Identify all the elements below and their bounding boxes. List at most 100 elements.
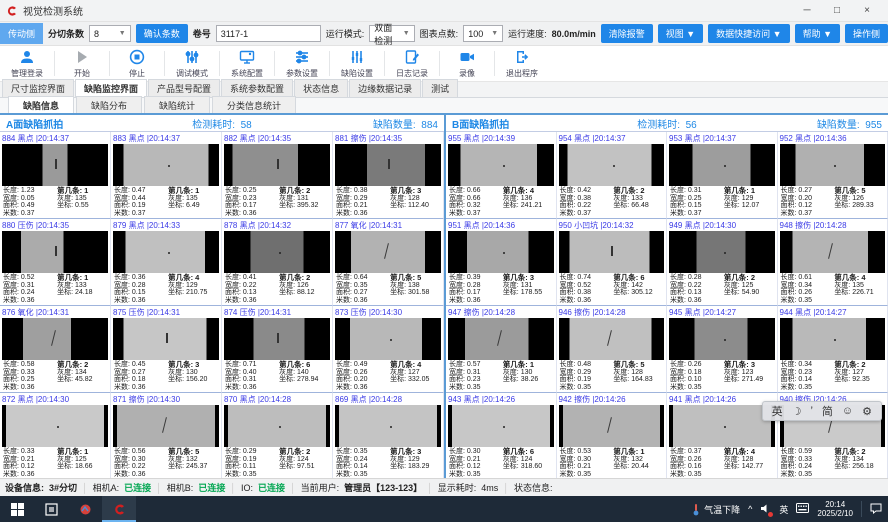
divider bbox=[494, 51, 495, 76]
defect-cell[interactable]: 946 擦伤 |20:14:28 长度: 0.48 宽度: 0.29 面积: 0… bbox=[556, 306, 667, 393]
tool-sliders-h-button[interactable]: 参数设置 bbox=[277, 47, 327, 80]
operate-side-button[interactable]: 操作侧 bbox=[844, 24, 888, 43]
tool-journal-button[interactable]: 日志记录 bbox=[387, 47, 437, 80]
tool-tune-button[interactable]: 调试模式 bbox=[167, 47, 217, 80]
defect-cell[interactable]: 949 黑点 |20:14:30 长度: 0.28 宽度: 0.22 面积: 0… bbox=[667, 219, 778, 306]
defect-cell[interactable]: 953 黑点 |20:14:37 长度: 0.31 宽度: 0.25 面积: 0… bbox=[667, 132, 778, 219]
tray-expand-caret[interactable]: ^ bbox=[748, 504, 753, 514]
defect-cell[interactable]: 944 黑点 |20:14:27 长度: 0.34 宽度: 0.23 面积: 0… bbox=[777, 306, 888, 393]
ime-punct-icon[interactable]: ’ bbox=[810, 405, 813, 417]
touch-keyboard-icon[interactable] bbox=[796, 503, 810, 515]
view-menu-button[interactable]: 视图 ▼ bbox=[657, 24, 704, 43]
defect-cell[interactable]: 883 黑点 |20:14:37 长度: 0.47 宽度: 0.44 面积: 0… bbox=[111, 132, 222, 219]
running-app-icon[interactable] bbox=[102, 496, 136, 522]
defect-type: 擦伤 bbox=[128, 395, 145, 404]
defect-cell[interactable]: 947 擦伤 |20:14:28 长度: 0.57 宽度: 0.31 面积: 0… bbox=[446, 306, 557, 393]
defect-cell[interactable]: 881 擦伤 |20:14:35 长度: 0.38 宽度: 0.29 面积: 0… bbox=[333, 132, 444, 219]
defect-cell[interactable]: 870 黑点 |20:14:28 长度: 0.29 宽度: 0.19 面积: 0… bbox=[222, 393, 333, 478]
sub-tab-1[interactable]: 缺陷分布 bbox=[76, 96, 143, 113]
defect-cell[interactable]: 878 黑点 |20:14:32 长度: 0.41 宽度: 0.22 面积: 0… bbox=[222, 219, 333, 306]
notification-center-icon[interactable] bbox=[870, 502, 882, 516]
defect-time: |20:14:37 bbox=[592, 134, 626, 143]
tool-user-button[interactable]: 管理登录 bbox=[2, 47, 52, 80]
run-mode-select[interactable]: 双面检测 ▼ bbox=[369, 23, 415, 46]
defect-cell[interactable]: 874 压伤 |20:14:31 长度: 0.71 宽度: 0.40 面积: 0… bbox=[222, 306, 333, 393]
defect-mark bbox=[279, 426, 282, 428]
tool-exit-button[interactable]: 退出程序 bbox=[497, 47, 547, 80]
ime-simplified-toggle[interactable]: 简 bbox=[821, 406, 833, 418]
ime-lang-toggle[interactable]: 英 bbox=[771, 406, 783, 418]
defect-thumbnail bbox=[669, 405, 775, 447]
defect-id: 942 bbox=[558, 395, 572, 404]
defect-id: 870 bbox=[224, 395, 238, 404]
ime-indicator[interactable]: 英 bbox=[779, 504, 789, 515]
monitor-icon bbox=[239, 49, 255, 67]
close-button[interactable]: × bbox=[864, 5, 870, 16]
tool-monitor-button[interactable]: 系统配置 bbox=[222, 47, 272, 80]
defect-type: 黑点 bbox=[239, 134, 256, 143]
defect-cell[interactable]: 952 黑点 |20:14:36 长度: 0.27 宽度: 0.20 面积: 0… bbox=[777, 132, 888, 219]
defect-cell[interactable]: 955 黑点 |20:14:39 长度: 0.66 宽度: 0.66 面积: 0… bbox=[446, 132, 557, 219]
tool-sliders-v-button[interactable]: 缺陷设置 bbox=[332, 47, 382, 80]
ime-moon-icon[interactable]: ☽ bbox=[791, 405, 802, 418]
tool-play-button[interactable]: 开始 bbox=[57, 47, 107, 80]
defect-cell[interactable]: 948 擦伤 |20:14:28 长度: 0.61 宽度: 0.34 面积: 0… bbox=[777, 219, 888, 306]
help-menu-button[interactable]: 帮助 ▼ bbox=[794, 24, 840, 43]
volume-icon[interactable] bbox=[760, 503, 774, 517]
defect-type: 擦伤 bbox=[463, 308, 480, 317]
main-tab-4[interactable]: 状态信息 bbox=[294, 79, 349, 97]
start-button[interactable] bbox=[0, 496, 34, 522]
defect-cell[interactable]: 871 擦伤 |20:14:30 长度: 0.56 宽度: 0.30 面积: 0… bbox=[111, 393, 222, 478]
main-tab-2[interactable]: 产品型号配置 bbox=[148, 79, 221, 97]
defect-cell[interactable]: 879 黑点 |20:14:33 长度: 0.36 宽度: 0.28 面积: 0… bbox=[111, 219, 222, 306]
clear-alarm-button[interactable]: 清除报警 bbox=[600, 24, 653, 43]
main-tab-3[interactable]: 系统参数配置 bbox=[221, 79, 294, 97]
chart-points-select[interactable]: 100 ▼ bbox=[463, 25, 504, 42]
drive-side-button[interactable]: 传动侧 bbox=[0, 23, 44, 44]
defect-cell[interactable]: 876 氧化 |20:14:31 长度: 0.58 宽度: 0.33 面积: 0… bbox=[0, 306, 111, 393]
tool-camera-button[interactable]: 录像 bbox=[442, 47, 492, 80]
data-quick-access-button[interactable]: 数据快捷访问 ▼ bbox=[708, 24, 790, 43]
tool-stop-button[interactable]: 停止 bbox=[112, 47, 162, 80]
defect-cell[interactable]: 869 黑点 |20:14:28 长度: 0.35 宽度: 0.24 面积: 0… bbox=[333, 393, 444, 478]
defect-cell[interactable]: 882 黑点 |20:14:35 长度: 0.25 宽度: 0.23 面积: 0… bbox=[222, 132, 333, 219]
minimize-button[interactable]: ─ bbox=[803, 5, 811, 16]
windows-taskbar: 气温下降 ^ 英 20:14 2025/2/10 bbox=[0, 496, 888, 522]
defect-cell[interactable]: 945 黑点 |20:14:27 长度: 0.26 宽度: 0.18 面积: 0… bbox=[667, 306, 778, 393]
defect-cell[interactable]: 875 压伤 |20:14:31 长度: 0.45 宽度: 0.27 面积: 0… bbox=[111, 306, 222, 393]
pinned-app-icon[interactable] bbox=[68, 496, 102, 522]
defect-cell[interactable]: 954 黑点 |20:14:37 长度: 0.42 宽度: 0.38 面积: 0… bbox=[556, 132, 667, 219]
divider bbox=[439, 51, 440, 76]
defect-cell[interactable]: 942 擦伤 |20:14:26 长度: 0.53 宽度: 0.30 面积: 0… bbox=[556, 393, 667, 478]
task-view-button[interactable] bbox=[34, 496, 68, 522]
ime-emoji-icon[interactable]: ☺ bbox=[841, 405, 854, 417]
defect-cell[interactable]: 950 小凹坑 |20:14:32 长度: 0.74 宽度: 0.52 面积: … bbox=[556, 219, 667, 306]
ime-language-bar[interactable]: 英 ☽ ’ 简 ☺ ⚙ bbox=[761, 401, 882, 421]
confirm-count-button[interactable]: 确认条数 bbox=[135, 24, 188, 43]
sub-tab-3[interactable]: 分类信息统计 bbox=[212, 96, 297, 113]
defect-cell[interactable]: 880 压伤 |20:14:35 长度: 0.52 宽度: 0.31 面积: 0… bbox=[0, 219, 111, 306]
sub-tab-2[interactable]: 缺陷统计 bbox=[144, 96, 211, 113]
weather-widget[interactable]: 气温下降 bbox=[692, 503, 740, 516]
ime-settings-gear-icon[interactable]: ⚙ bbox=[862, 405, 872, 418]
defect-cell[interactable]: 872 黑点 |20:14:30 长度: 0.33 宽度: 0.21 面积: 0… bbox=[0, 393, 111, 478]
main-tab-5[interactable]: 边缘数据记录 bbox=[349, 79, 422, 97]
defect-cell[interactable]: 884 黑点 |20:14:37 长度: 1.23 宽度: 0.05 面积: 0… bbox=[0, 132, 111, 219]
device-info-label: 设备信息: bbox=[5, 483, 44, 493]
slit-count-select[interactable]: 8 ▼ bbox=[89, 25, 131, 42]
taskbar-clock[interactable]: 20:14 2025/2/10 bbox=[817, 500, 853, 518]
defect-cell[interactable]: 951 黑点 |20:14:36 长度: 0.39 宽度: 0.28 面积: 0… bbox=[446, 219, 557, 306]
defect-cell[interactable]: 941 黑点 |20:14:26 长度: 0.37 宽度: 0.26 面积: 0… bbox=[667, 393, 778, 478]
run-speed-label: 运行速度: bbox=[508, 29, 547, 39]
defect-cell[interactable]: 943 黑点 |20:14:26 长度: 0.30 宽度: 0.21 面积: 0… bbox=[446, 393, 557, 478]
maximize-button[interactable]: □ bbox=[833, 5, 841, 16]
sub-tab-0[interactable]: 缺陷信息 bbox=[8, 96, 75, 113]
roll-number-input[interactable]: 3117-1 bbox=[215, 25, 321, 42]
defect-cell[interactable]: 873 压伤 |20:14:30 长度: 0.49 宽度: 0.26 面积: 0… bbox=[333, 306, 444, 393]
main-tab-1[interactable]: 缺陷监控界面 bbox=[75, 79, 148, 97]
main-tab-6[interactable]: 测试 bbox=[422, 79, 459, 97]
roll-number-label: 卷号 bbox=[192, 29, 211, 39]
defect-cell[interactable]: 877 氧化 |20:14:31 长度: 0.64 宽度: 0.35 面积: 0… bbox=[333, 219, 444, 306]
main-tab-0[interactable]: 尺寸监控界面 bbox=[2, 79, 75, 97]
defect-mark bbox=[279, 252, 282, 254]
